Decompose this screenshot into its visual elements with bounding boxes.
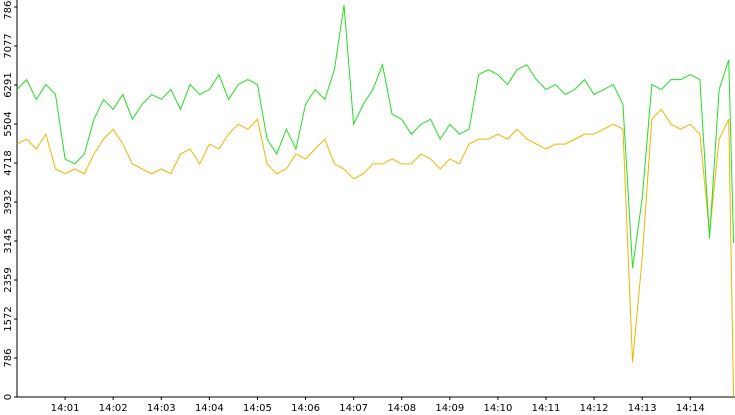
x-tick-label: 14:13 xyxy=(628,403,657,414)
x-tick-label: 14:10 xyxy=(483,403,512,414)
x-tick-label: 14:07 xyxy=(339,403,368,414)
x-tick-label: 14:08 xyxy=(387,403,416,414)
y-tick-label: 2359 xyxy=(3,267,14,292)
y-tick-label: 786 xyxy=(3,348,14,367)
x-tick-label: 14:03 xyxy=(147,403,176,414)
y-tick-label: 0 xyxy=(3,394,14,400)
series-line xyxy=(16,5,735,269)
x-tick-label: 14:11 xyxy=(532,403,561,414)
y-tick-label: 4718 xyxy=(3,150,14,175)
x-tick-label: 14:12 xyxy=(580,403,609,414)
x-tick-label: 14:05 xyxy=(243,403,272,414)
y-tick-label: 7864 xyxy=(3,0,14,20)
x-tick-label: 14:06 xyxy=(291,403,320,414)
y-tick-label: 6291 xyxy=(3,72,14,97)
y-tick-label: 3145 xyxy=(3,228,14,253)
x-tick-label: 14:02 xyxy=(99,403,128,414)
y-tick-label: 7077 xyxy=(3,33,14,58)
x-tick-label: 14:14 xyxy=(676,403,705,414)
x-tick-label: 14:01 xyxy=(51,403,80,414)
y-tick-label: 5504 xyxy=(3,111,14,136)
y-tick-label: 1572 xyxy=(3,306,14,331)
x-tick-label: 14:09 xyxy=(435,403,464,414)
x-tick-label: 14:04 xyxy=(195,403,224,414)
y-tick-label: 3932 xyxy=(3,189,14,214)
series-line xyxy=(16,108,735,398)
